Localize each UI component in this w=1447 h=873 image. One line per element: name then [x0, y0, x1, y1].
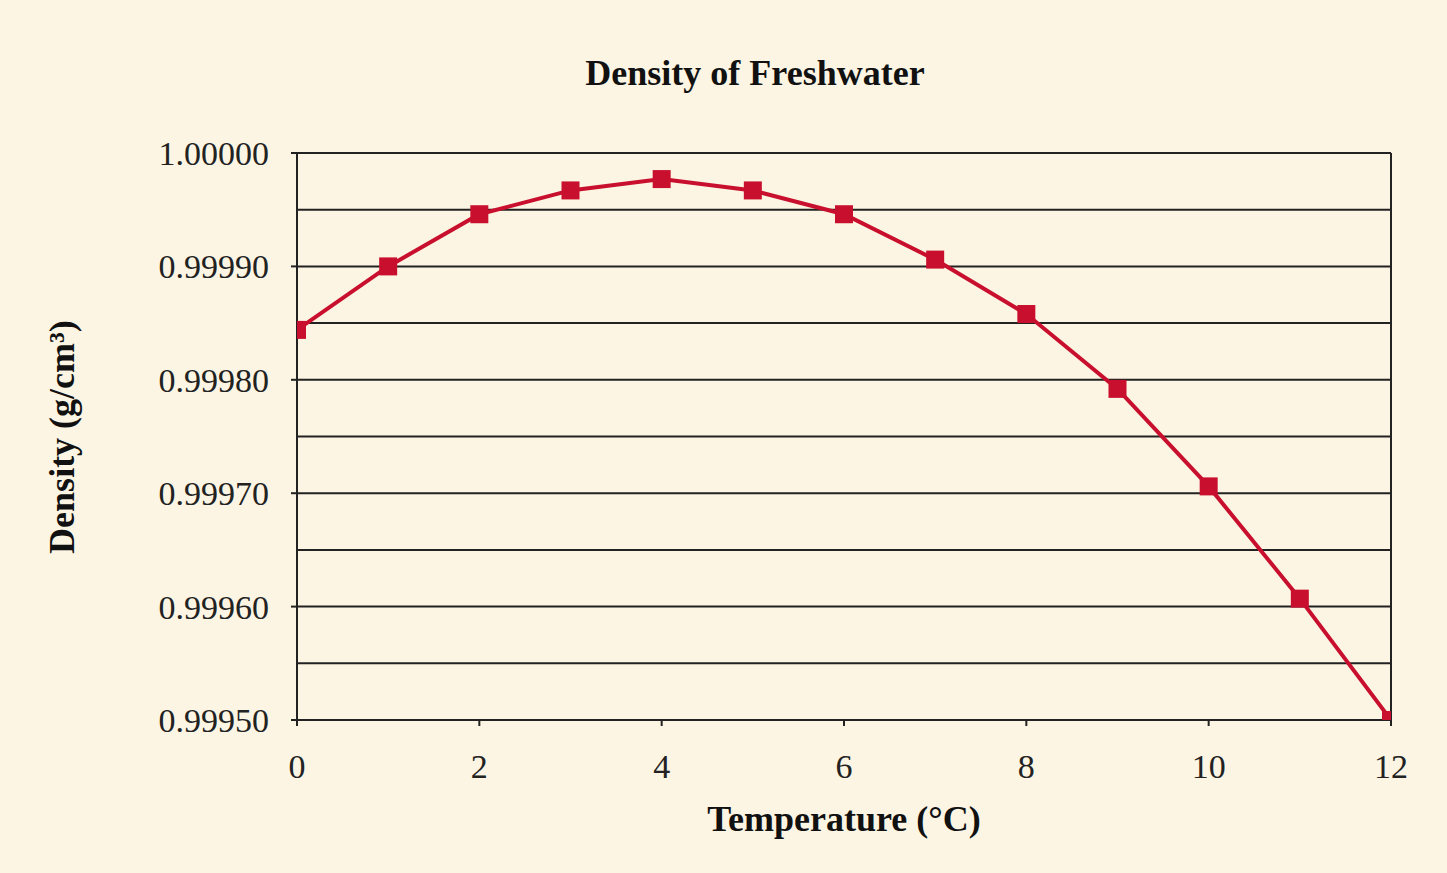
svg-text:10: 10 [1192, 748, 1226, 785]
html-text:Density (g/cm³): Density (g/cm³) [42, 319, 82, 554]
svg-text:2: 2 [471, 748, 488, 785]
html-text:Density of Freshwater: Density of Freshwater [585, 53, 925, 93]
svg-text:6: 6 [836, 748, 853, 785]
svg-text:0.99950: 0.99950 [159, 702, 270, 739]
svg-text:0.99990: 0.99990 [159, 248, 270, 285]
svg-text:4: 4 [653, 748, 670, 785]
html-text:Temperature (°C): Temperature (°C) [707, 799, 981, 839]
svg-text:0.99980: 0.99980 [159, 362, 270, 399]
svg-text:1.00000: 1.00000 [159, 135, 270, 172]
svg-text:0.99970: 0.99970 [159, 475, 270, 512]
svg-text:12: 12 [1374, 748, 1408, 785]
svg-text:0.99960: 0.99960 [159, 589, 270, 626]
svg-text:0: 0 [289, 748, 306, 785]
svg-text:8: 8 [1018, 748, 1035, 785]
